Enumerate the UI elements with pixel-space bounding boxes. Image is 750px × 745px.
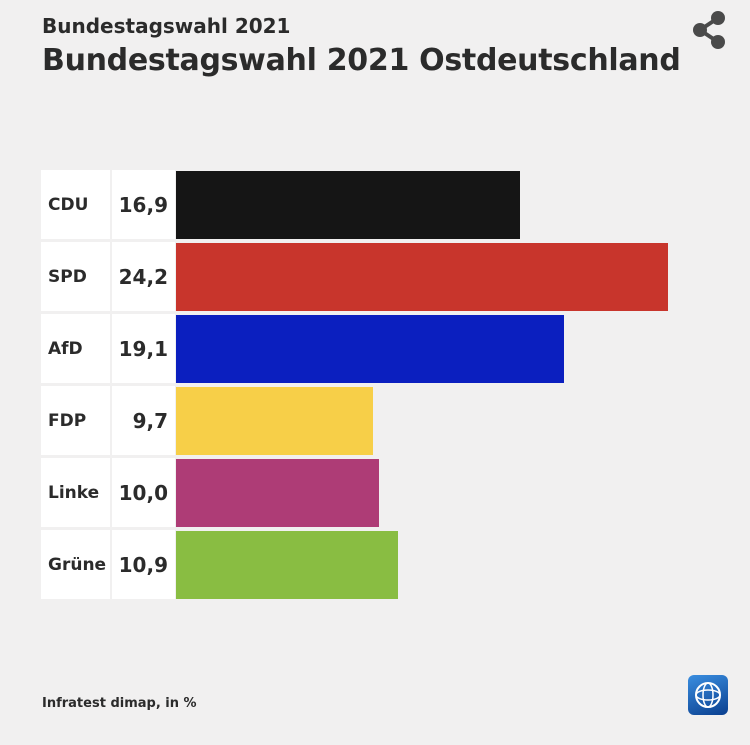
bar-grüne: [176, 531, 398, 599]
share-icon[interactable]: [688, 8, 732, 52]
bar-linke: [176, 459, 379, 527]
value-label: 10,0: [112, 458, 175, 527]
category-label: Grüne: [41, 530, 110, 599]
category-label: AfD: [41, 314, 110, 383]
chart-row-spd: SPD 24,2: [41, 242, 721, 311]
bar-spd: [176, 243, 668, 311]
category-label: CDU: [41, 170, 110, 239]
tagesschau-logo-icon: [688, 675, 728, 715]
value-label: 16,9: [112, 170, 175, 239]
chart-row-linke: Linke 10,0: [41, 458, 721, 527]
chart-row-fdp: FDP 9,7: [41, 386, 721, 455]
category-label: Linke: [41, 458, 110, 527]
chart-row-afd: AfD 19,1: [41, 314, 721, 383]
bar-chart: CDU 16,9 SPD 24,2 AfD 19,1 FDP 9,7 Linke 10,0 Grün…: [41, 170, 721, 602]
source-note: Infratest dimap, in %: [42, 696, 197, 711]
bar-cdu: [176, 171, 520, 239]
chart-title: Bundestagswahl 2021 Ostdeutschland: [42, 43, 681, 78]
chart-row-cdu: CDU 16,9: [41, 170, 721, 239]
category-label: SPD: [41, 242, 110, 311]
bar-afd: [176, 315, 564, 383]
category-label: FDP: [41, 386, 110, 455]
value-label: 24,2: [112, 242, 175, 311]
chart-supertitle: Bundestagswahl 2021: [42, 14, 291, 38]
value-label: 10,9: [112, 530, 175, 599]
bar-fdp: [176, 387, 373, 455]
value-label: 9,7: [112, 386, 175, 455]
chart-row-grüne: Grüne 10,9: [41, 530, 721, 599]
value-label: 19,1: [112, 314, 175, 383]
